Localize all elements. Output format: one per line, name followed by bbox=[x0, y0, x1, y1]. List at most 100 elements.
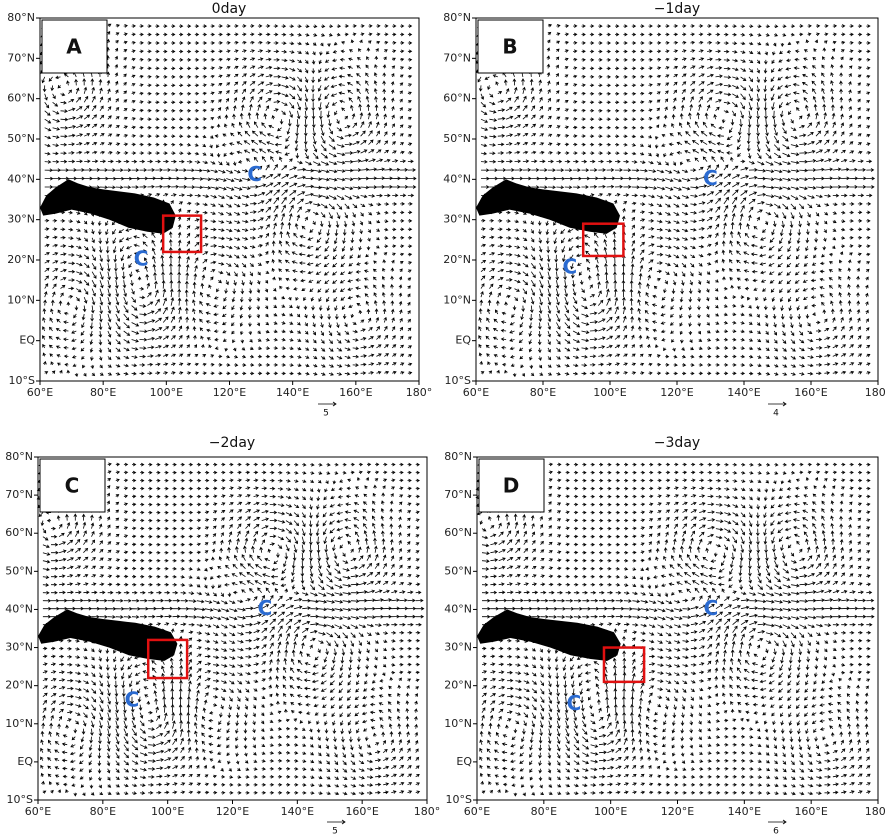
x-tick-label: 100°E bbox=[151, 805, 184, 818]
y-tick-label: 30°N bbox=[5, 641, 33, 654]
y-tick-label: 20°N bbox=[7, 253, 35, 266]
x-tick-label: 140°E bbox=[728, 805, 761, 818]
x-tick-label: 120°E bbox=[213, 386, 246, 399]
y-tick-label: 20°N bbox=[444, 679, 472, 692]
y-tick-label: 50°N bbox=[443, 132, 471, 145]
plateau bbox=[477, 609, 621, 661]
x-tick-label: 180° bbox=[406, 386, 433, 399]
x-tick-label: 140°E bbox=[276, 386, 309, 399]
y-tick-label: EQ bbox=[19, 334, 35, 347]
y-tick-label: 40°N bbox=[444, 602, 472, 615]
x-tick-label: 140°E bbox=[727, 386, 760, 399]
y-tick-label: 60°N bbox=[443, 92, 471, 105]
cyclone-mark: C bbox=[125, 687, 140, 711]
scale-arrow bbox=[327, 819, 346, 825]
y-tick-label: 10°S bbox=[445, 374, 471, 387]
panel-letter: A bbox=[66, 35, 82, 59]
x-tick-label: 180° bbox=[865, 386, 886, 399]
y-tick-label: 40°N bbox=[443, 172, 471, 185]
y-tick-label: 60°N bbox=[5, 526, 33, 539]
scale-label: 6 bbox=[773, 827, 779, 837]
y-tick-label: 80°N bbox=[444, 450, 472, 463]
x-tick-label: 120°E bbox=[660, 386, 693, 399]
panel-title: −3day bbox=[654, 435, 700, 451]
cyclone-mark: C bbox=[247, 162, 262, 186]
region-box bbox=[146, 638, 189, 680]
y-tick-label: 70°N bbox=[444, 488, 472, 501]
scale-arrow bbox=[768, 819, 787, 825]
region-box bbox=[161, 214, 203, 254]
cyclone-mark: C bbox=[703, 166, 718, 190]
y-tick-label: 40°N bbox=[5, 602, 33, 615]
y-tick-label: EQ bbox=[456, 755, 472, 768]
panel-title: −1day bbox=[654, 1, 700, 17]
panel-title: 0day bbox=[212, 1, 247, 17]
x-tick-label: 120°E bbox=[661, 805, 694, 818]
cyclone-mark: C bbox=[704, 596, 719, 620]
x-tick-label: 60°E bbox=[463, 386, 489, 399]
panel-letter-box bbox=[478, 458, 545, 513]
panel-letter-box bbox=[41, 19, 108, 74]
panel-letter: C bbox=[65, 474, 80, 498]
x-tick-label: 180° bbox=[414, 805, 441, 818]
cyclone-mark: C bbox=[567, 691, 582, 715]
x-tick-label: 100°E bbox=[150, 386, 183, 399]
y-tick-label: 50°N bbox=[7, 132, 35, 145]
cyclone-mark: C bbox=[258, 596, 273, 620]
panel-title: −2day bbox=[209, 435, 255, 451]
y-tick-label: 30°N bbox=[7, 213, 35, 226]
y-tick-label: 70°N bbox=[7, 51, 35, 64]
plateau bbox=[476, 179, 620, 234]
x-tick-label: 60°E bbox=[464, 805, 490, 818]
panel-letter-box bbox=[39, 458, 106, 513]
y-tick-label: 10°N bbox=[5, 717, 33, 730]
region-box bbox=[602, 646, 646, 684]
y-tick-label: 10°N bbox=[443, 293, 471, 306]
x-tick-label: 180° bbox=[865, 805, 886, 818]
x-tick-label: 80°E bbox=[90, 805, 116, 818]
plateau bbox=[40, 179, 176, 234]
y-tick-label: EQ bbox=[455, 334, 471, 347]
y-tick-label: 80°N bbox=[5, 450, 33, 463]
region-box bbox=[581, 222, 625, 258]
x-tick-label: 160°E bbox=[794, 805, 827, 818]
y-tick-label: 10°N bbox=[444, 717, 472, 730]
x-tick-label: 80°E bbox=[90, 386, 116, 399]
y-tick-label: 60°N bbox=[7, 92, 35, 105]
y-tick-label: 80°N bbox=[443, 11, 471, 24]
x-tick-label: 100°E bbox=[593, 386, 626, 399]
scale-arrow bbox=[768, 401, 787, 407]
y-tick-label: 10°N bbox=[7, 293, 35, 306]
y-tick-label: 50°N bbox=[5, 564, 33, 577]
y-tick-label: 70°N bbox=[5, 488, 33, 501]
x-tick-label: 160°E bbox=[339, 386, 372, 399]
plateau bbox=[38, 609, 178, 661]
y-tick-label: EQ bbox=[17, 755, 33, 768]
x-tick-label: 160°E bbox=[794, 386, 827, 399]
y-tick-label: 10°S bbox=[446, 793, 472, 806]
panel-letter-box bbox=[477, 19, 544, 74]
y-tick-label: 60°N bbox=[444, 526, 472, 539]
scale-arrow bbox=[318, 401, 337, 407]
x-tick-label: 160°E bbox=[345, 805, 378, 818]
y-tick-label: 70°N bbox=[443, 51, 471, 64]
x-tick-label: 120°E bbox=[216, 805, 249, 818]
y-tick-label: 80°N bbox=[7, 11, 35, 24]
x-tick-label: 100°E bbox=[594, 805, 627, 818]
cyclone-mark: C bbox=[562, 255, 577, 279]
y-tick-label: 30°N bbox=[444, 641, 472, 654]
x-tick-label: 60°E bbox=[25, 805, 51, 818]
cyclone-mark: C bbox=[134, 247, 149, 271]
x-tick-label: 140°E bbox=[281, 805, 314, 818]
scale-label: 4 bbox=[773, 409, 779, 419]
y-tick-label: 20°N bbox=[443, 253, 471, 266]
y-tick-label: 10°S bbox=[9, 374, 35, 387]
y-tick-label: 30°N bbox=[443, 213, 471, 226]
x-tick-label: 80°E bbox=[530, 386, 556, 399]
scale-label: 5 bbox=[323, 409, 329, 419]
x-tick-label: 80°E bbox=[531, 805, 557, 818]
y-tick-label: 10°S bbox=[7, 793, 33, 806]
y-tick-label: 50°N bbox=[444, 564, 472, 577]
scale-label: 5 bbox=[332, 827, 338, 837]
